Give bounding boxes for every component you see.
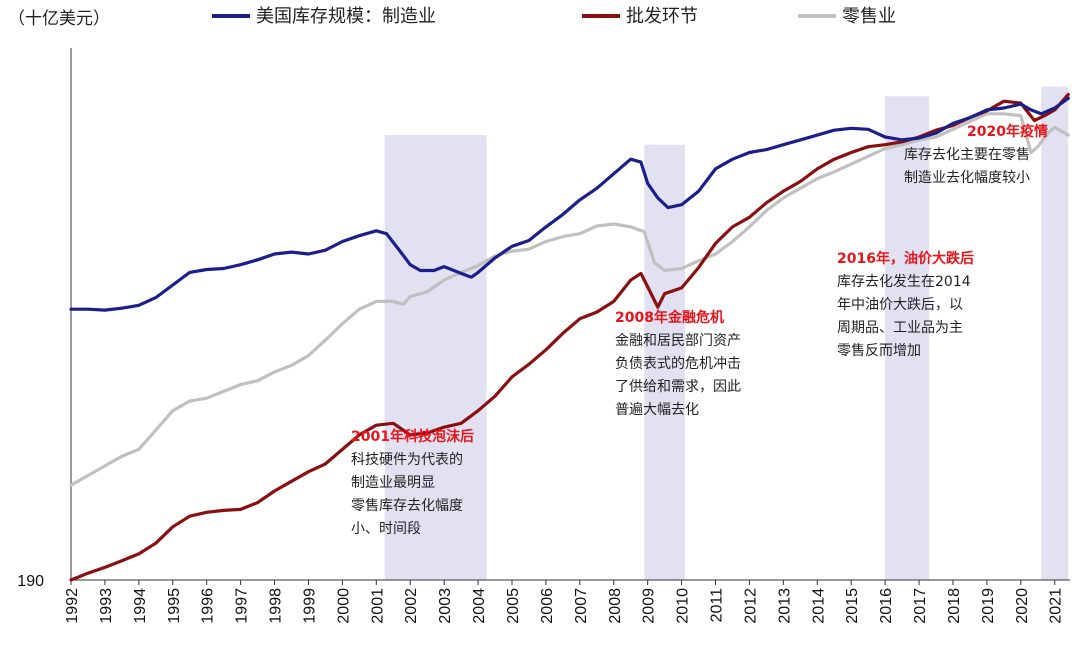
legend: 美国库存规模：制造业 批发环节 零售业	[212, 6, 896, 27]
x-ticks: 1992 1993 1994 1995 1996 1997 1998 1999 2000 2001…	[64, 580, 1065, 624]
x-tick-label: 1992	[64, 588, 81, 624]
annotation-dotcom: 2001年科技泡沫后 科技硬件为代表的 制造业最明显 零售库存去化幅度 小、时间…	[351, 428, 474, 537]
x-tick-label: 2007	[573, 588, 590, 624]
x-tick-label: 2001	[369, 588, 386, 624]
axes	[70, 48, 1070, 581]
series-lines	[69, 92, 1070, 582]
annotation-gfc-line: 了供给和需求，因此	[615, 379, 741, 395]
x-tick-label: 1995	[166, 588, 183, 624]
x-tick-label: 2009	[641, 588, 658, 624]
annotation-covid: 2020年疫情 库存去化主要在零售 制造业去化幅度较小	[904, 123, 1048, 186]
x-tick-label: 2006	[539, 588, 556, 624]
x-tick-label: 1996	[200, 588, 217, 624]
legend-label-manufacturing: 美国库存规模：制造业	[256, 6, 436, 27]
annotation-oil: 2016年，油价大跌后 库存去化发生在2014 年中油价大跌后，以 周期品、工业…	[837, 250, 974, 359]
shaded-period-dotcom	[384, 135, 487, 580]
x-tick-label: 2021	[1048, 588, 1065, 624]
x-tick-label: 2010	[675, 588, 692, 624]
y-tick-label: 190	[17, 573, 44, 590]
annotation-gfc-line: 金融和居民部门资产	[615, 333, 741, 349]
x-tick-label: 2016	[878, 588, 895, 624]
shaded-periods	[384, 86, 1069, 580]
x-tick-label: 2012	[742, 588, 759, 624]
y-ticks: 190	[17, 573, 44, 590]
x-tick-label: 1994	[132, 588, 149, 624]
annotation-oil-line: 零售反而增加	[837, 343, 921, 359]
x-tick-label: 2018	[946, 588, 963, 624]
annotation-gfc-line: 负债表式的危机冲击	[615, 356, 741, 372]
unit-label: （十亿美元）	[8, 9, 110, 29]
legend-item-wholesale: 批发环节	[582, 6, 698, 27]
x-tick-label: 2017	[912, 588, 929, 624]
annotation-oil-line: 年中油价大跌后，以	[837, 297, 963, 313]
shaded-period-covid	[1041, 86, 1069, 580]
x-tick-label: 2020	[1014, 588, 1031, 624]
x-tick-label: 1999	[301, 588, 318, 624]
x-tick-label: 2015	[844, 588, 861, 624]
annotation-gfc: 2008年金融危机 金融和居民部门资产 负债表式的危机冲击 了供给和需求，因此 …	[615, 309, 741, 418]
annotation-covid-title: 2020年疫情	[967, 123, 1048, 140]
annotation-gfc-line: 普遍大幅去化	[615, 402, 699, 418]
legend-label-wholesale: 批发环节	[626, 6, 698, 27]
annotation-dotcom-line: 小、时间段	[351, 521, 421, 537]
series-line-retail	[69, 112, 1070, 487]
x-tick-label: 2003	[437, 588, 454, 624]
x-tick-label: 2008	[607, 588, 624, 624]
x-tick-label: 2019	[980, 588, 997, 624]
shaded-period-oil	[885, 96, 930, 580]
legend-item-manufacturing: 美国库存规模：制造业	[212, 6, 436, 27]
shaded-period-gfc	[644, 144, 685, 580]
x-tick-label: 1993	[98, 588, 115, 624]
x-tick-label: 2011	[709, 588, 726, 623]
x-tick-label: 1997	[234, 588, 251, 624]
annotation-gfc-title: 2008年金融危机	[615, 309, 724, 326]
annotation-dotcom-line: 制造业最明显	[351, 475, 435, 491]
x-tick-label: 2013	[776, 588, 793, 624]
x-tick-label: 2014	[810, 588, 827, 624]
annotation-oil-title: 2016年，油价大跌后	[837, 250, 974, 267]
annotation-dotcom-line: 零售库存去化幅度	[351, 498, 463, 514]
legend-item-retail: 零售业	[798, 6, 896, 27]
annotation-oil-line: 周期品、工业品为主	[837, 320, 963, 336]
x-tick-label: 2002	[403, 588, 420, 624]
x-tick-label: 1998	[268, 588, 285, 624]
x-tick-label: 2004	[471, 588, 488, 624]
x-tick-label: 2005	[505, 588, 522, 624]
annotation-oil-line: 库存去化发生在2014	[837, 274, 971, 290]
x-tick-label: 2000	[335, 588, 352, 624]
annotation-covid-line: 制造业去化幅度较小	[904, 170, 1030, 186]
annotation-dotcom-title: 2001年科技泡沫后	[351, 428, 474, 445]
annotation-covid-line: 库存去化主要在零售	[904, 147, 1030, 163]
legend-label-retail: 零售业	[842, 6, 896, 27]
annotation-dotcom-line: 科技硬件为代表的	[351, 452, 463, 468]
series-line-manufacturing	[69, 96, 1070, 312]
